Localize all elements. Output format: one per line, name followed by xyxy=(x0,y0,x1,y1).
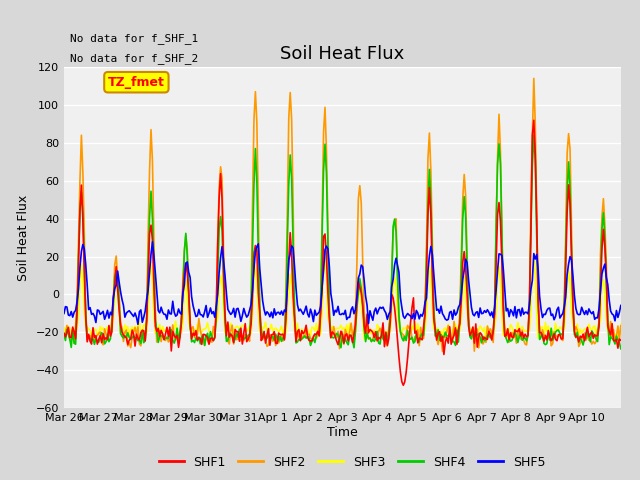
SHF2 xyxy=(60,332,68,338)
Y-axis label: Soil Heat Flux: Soil Heat Flux xyxy=(17,194,30,281)
SHF4 xyxy=(355,290,362,296)
SHF5 xyxy=(109,296,117,301)
SHF3 xyxy=(289,307,297,312)
SHF5 xyxy=(134,322,142,327)
SHF1 xyxy=(60,330,68,336)
Line: SHF5: SHF5 xyxy=(64,242,621,324)
SHF1 xyxy=(109,294,117,300)
SHF5 xyxy=(148,239,156,245)
SHF3 xyxy=(447,333,455,339)
Line: SHF3: SHF3 xyxy=(64,254,621,341)
SHF4 xyxy=(447,336,455,342)
Line: SHF2: SHF2 xyxy=(64,78,621,351)
SHF2 xyxy=(449,339,456,345)
SHF2 xyxy=(438,348,446,354)
SHF4 xyxy=(289,243,297,249)
SHF5 xyxy=(433,307,440,313)
SHF1 xyxy=(399,383,407,388)
SHF3 xyxy=(540,338,548,344)
SHF3 xyxy=(355,294,362,300)
Line: SHF1: SHF1 xyxy=(64,120,621,385)
SHF4 xyxy=(430,306,438,312)
SHF1 xyxy=(449,336,456,341)
SHF4 xyxy=(530,132,538,138)
SHF4 xyxy=(60,331,68,337)
SHF2 xyxy=(430,305,438,311)
SHF3 xyxy=(617,321,625,327)
Text: TZ_fmet: TZ_fmet xyxy=(108,76,165,89)
SHF1 xyxy=(530,118,538,123)
SHF5 xyxy=(357,262,365,268)
SHF1 xyxy=(431,326,439,332)
SHF2 xyxy=(530,75,538,81)
SHF3 xyxy=(73,325,81,331)
SHF4 xyxy=(109,303,117,309)
Text: No data for f_SHF_2: No data for f_SHF_2 xyxy=(70,54,198,64)
SHF5 xyxy=(450,307,458,313)
SHF3 xyxy=(530,251,538,257)
SHF2 xyxy=(73,298,81,304)
SHF1 xyxy=(289,294,297,300)
SHF5 xyxy=(73,299,81,305)
SHF5 xyxy=(292,285,300,291)
SHF3 xyxy=(109,316,117,322)
SHF2 xyxy=(109,298,117,303)
SHF2 xyxy=(289,200,297,206)
Legend: SHF1, SHF2, SHF3, SHF4, SHF5: SHF1, SHF2, SHF3, SHF4, SHF5 xyxy=(154,451,550,474)
Text: No data for f_SHF_1: No data for f_SHF_1 xyxy=(70,33,198,44)
SHF5 xyxy=(60,311,68,316)
X-axis label: Time: Time xyxy=(327,426,358,439)
SHF1 xyxy=(617,337,625,343)
Line: SHF4: SHF4 xyxy=(64,135,621,349)
SHF3 xyxy=(60,325,68,331)
SHF5 xyxy=(617,302,625,308)
SHF2 xyxy=(355,196,362,202)
SHF2 xyxy=(617,323,625,329)
SHF4 xyxy=(617,346,625,352)
SHF1 xyxy=(355,279,362,285)
SHF1 xyxy=(73,308,81,314)
SHF4 xyxy=(73,310,81,316)
Title: Soil Heat Flux: Soil Heat Flux xyxy=(280,45,404,63)
SHF3 xyxy=(430,326,438,332)
